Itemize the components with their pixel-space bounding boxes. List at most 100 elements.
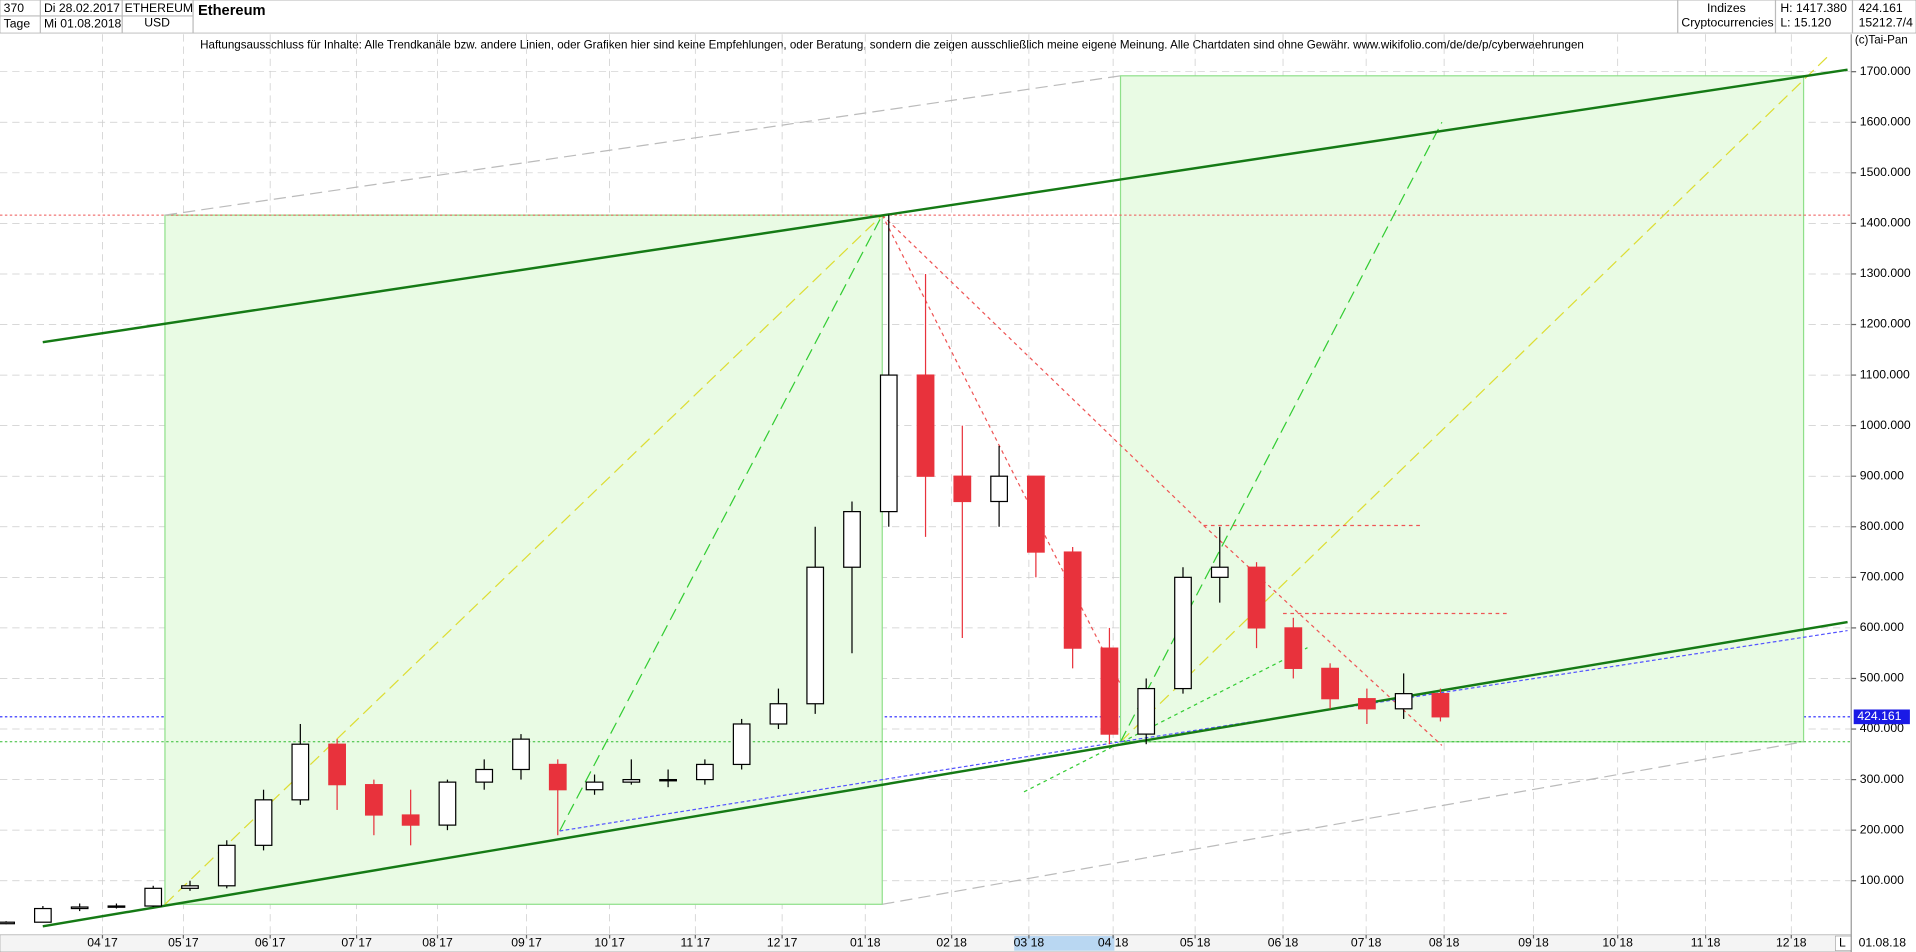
- candle-body: [953, 475, 972, 503]
- x-tick-label: 04 18: [1098, 936, 1129, 950]
- scale-mode[interactable]: L: [1839, 936, 1846, 950]
- y-tick-label: 900.000: [1860, 468, 1904, 482]
- y-tick-label: 100.000: [1860, 873, 1904, 887]
- last-price-tag: [1853, 709, 1910, 725]
- candle-body: [291, 743, 310, 801]
- range-box: [1119, 75, 1805, 743]
- fan-line: [882, 741, 1804, 905]
- x-tick-label: 03 18: [1014, 936, 1045, 950]
- header-high: H: 1417.380: [1780, 1, 1847, 15]
- candle-body: [512, 738, 530, 771]
- candle-body: [1100, 647, 1119, 735]
- candle-body: [1357, 698, 1376, 710]
- header-group: Indizes: [1707, 1, 1746, 15]
- header-name: Ethereum: [198, 3, 266, 19]
- x-tick-label: 04 17: [87, 936, 118, 950]
- y-tick-label: 700.000: [1860, 570, 1904, 584]
- y-tick-label: 1400.000: [1860, 216, 1911, 230]
- candle-body: [622, 778, 641, 783]
- header-period[interactable]: Tage: [4, 17, 31, 31]
- candle-body: [1210, 566, 1229, 578]
- x-tick-label: 10 18: [1602, 936, 1633, 950]
- header-currency: USD: [144, 15, 170, 29]
- candle-body: [217, 844, 236, 887]
- candle-body: [364, 784, 383, 816]
- candle-body: [1284, 627, 1303, 669]
- x-tick-label: 05 17: [168, 936, 199, 950]
- x-tick-label: 05 18: [1180, 936, 1211, 950]
- fan-line: [559, 214, 883, 832]
- end-date: 01.08.18: [1859, 936, 1907, 950]
- candle-body: [401, 814, 420, 826]
- y-tick-label: 500.000: [1860, 671, 1904, 685]
- header-last: 424.161: [1859, 1, 1903, 15]
- candle-body: [254, 799, 273, 846]
- y-tick-label: 400.000: [1860, 721, 1904, 735]
- candle-body: [916, 374, 935, 477]
- candle-body: [1321, 667, 1339, 700]
- x-tick-label: 08 17: [422, 936, 453, 950]
- candle-body: [1026, 475, 1045, 553]
- y-tick-label: 600.000: [1860, 620, 1904, 634]
- candle-body: [806, 566, 825, 705]
- x-tick-label: 06 17: [255, 936, 286, 950]
- header-low: L: 15.120: [1780, 15, 1831, 29]
- labels: 100.000 200.000 300.000 400.000 500.000 600.0…: [87, 64, 1911, 950]
- x-axis-highlight: [1014, 936, 1115, 951]
- x-tick-label: 06 18: [1268, 936, 1299, 950]
- header-symbol: ETHEREUM: [125, 1, 193, 15]
- header-volume: 15212.7/4: [1859, 15, 1914, 29]
- y-tick-label: 800.000: [1860, 519, 1904, 533]
- x-tick-label: 09 17: [511, 936, 542, 950]
- channel-lower: [42, 620, 1848, 928]
- candle-body: [879, 374, 898, 513]
- candle-body: [732, 723, 751, 766]
- fan-line: [1023, 647, 1308, 793]
- x-tick-label: 07 17: [341, 936, 372, 950]
- candle-body: [695, 763, 714, 781]
- candle-body: [1431, 693, 1450, 718]
- candle-body: [1137, 687, 1156, 735]
- x-tick-label: 11 17: [680, 936, 710, 950]
- fan-line: [164, 75, 1121, 216]
- trend-line: [559, 741, 1121, 832]
- y-tick-label: 1300.000: [1860, 266, 1911, 280]
- x-tick-label: 01 18: [850, 936, 881, 950]
- candle-body: [144, 887, 163, 907]
- x-tick-label: 07 18: [1351, 936, 1382, 950]
- x-tick-label: 09 18: [1518, 936, 1549, 950]
- candle-body: [1063, 551, 1082, 649]
- candle-body: [107, 905, 126, 908]
- y-tick-label: 1500.000: [1860, 165, 1911, 179]
- candle-body: [548, 763, 567, 791]
- y-tick-label: 1200.000: [1860, 317, 1911, 331]
- candle-body: [585, 781, 604, 791]
- candle-body: [438, 781, 457, 826]
- header-bar: [0, 0, 1916, 34]
- trend-line: [881, 214, 1205, 526]
- y-tick-label: 1100.000: [1860, 367, 1910, 381]
- candle-body: [181, 885, 199, 889]
- header-date-from: Di 28.02.2017: [44, 1, 120, 15]
- candle-body: [990, 475, 1008, 503]
- candle-body: [0, 921, 15, 925]
- candle-body: [843, 510, 861, 568]
- candle-body: [659, 778, 677, 782]
- y-tick-label: 1700.000: [1860, 64, 1911, 78]
- x-tick-label: 08 18: [1429, 936, 1460, 950]
- x-tick-label: 11 18: [1691, 936, 1721, 950]
- x-tick-label: 12 18: [1776, 936, 1807, 950]
- copyright: (c)Tai-Pan: [1855, 33, 1908, 46]
- last-price-label: 424.161: [1857, 709, 1901, 723]
- header-count[interactable]: 370: [4, 1, 25, 15]
- y-tick-label: 1600.000: [1860, 114, 1911, 128]
- disclaimer: Haftungsausschluss für Inhalte: Alle Tre…: [200, 38, 1584, 51]
- candle-body: [70, 906, 89, 910]
- x-tick-label: 02 18: [936, 936, 967, 950]
- annotations: [0, 54, 1852, 928]
- x-tick-label: 12 17: [767, 936, 798, 950]
- candle-body: [328, 743, 346, 786]
- header-subgroup: Cryptocurrencies: [1681, 15, 1773, 29]
